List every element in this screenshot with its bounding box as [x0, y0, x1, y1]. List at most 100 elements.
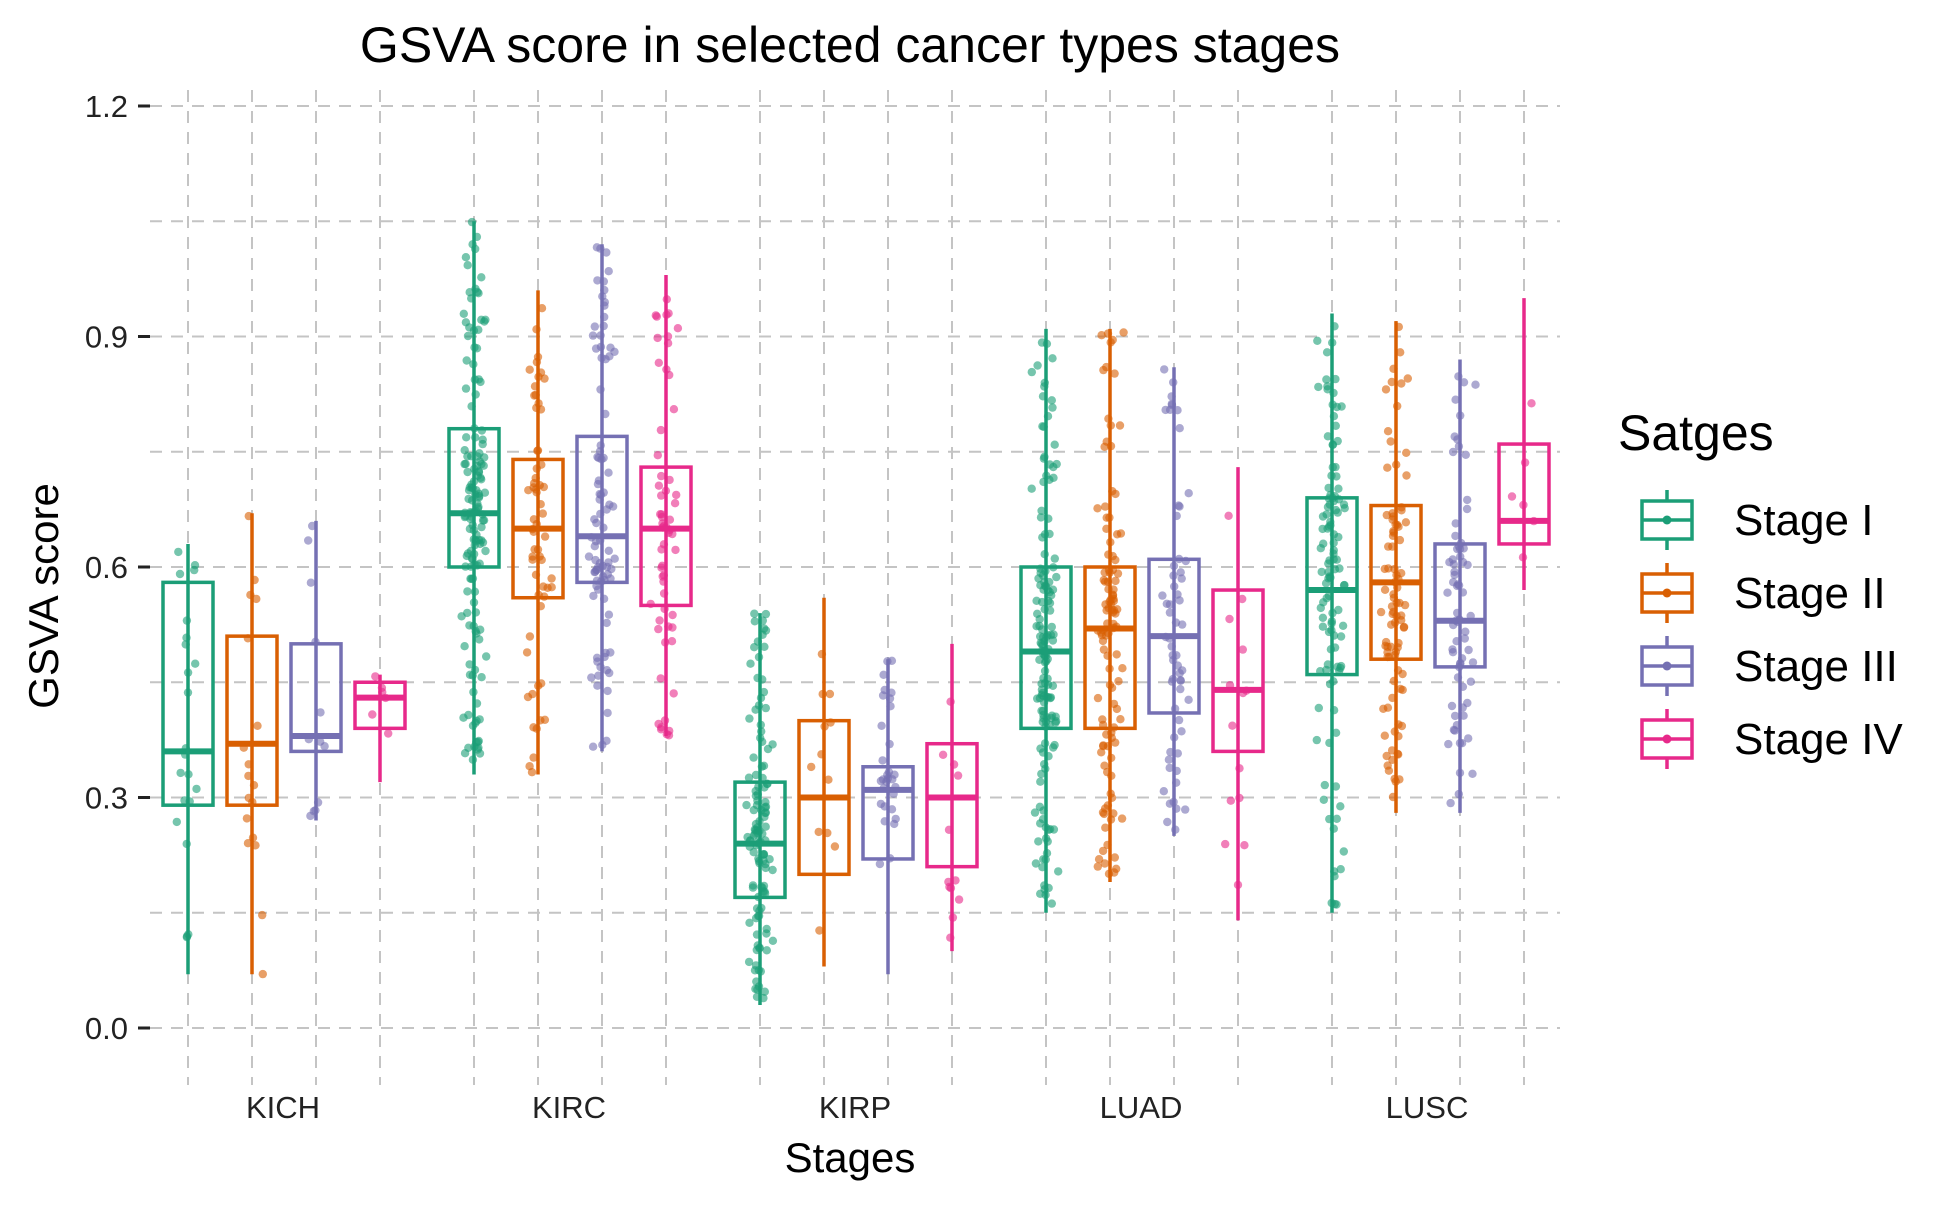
- data-point: [1027, 484, 1036, 493]
- data-point: [1332, 814, 1342, 823]
- data-point: [1119, 328, 1128, 337]
- data-point: [602, 736, 611, 745]
- data-point: [1175, 669, 1184, 678]
- legend-item: Stage II: [1640, 563, 1886, 623]
- data-point: [1402, 471, 1411, 480]
- data-point: [1112, 650, 1121, 659]
- data-point: [1337, 402, 1346, 411]
- data-point: [1323, 502, 1333, 512]
- data-point: [1099, 645, 1109, 654]
- data-point: [242, 814, 252, 823]
- data-point: [590, 515, 599, 524]
- data-point: [540, 532, 550, 541]
- data-point: [462, 356, 471, 365]
- data-point: [1030, 808, 1040, 817]
- data-point: [1165, 608, 1175, 617]
- data-point: [1045, 606, 1055, 615]
- data-point: [669, 689, 678, 698]
- data-point: [1323, 432, 1333, 441]
- box-iqr: [861, 765, 915, 861]
- data-point: [1032, 622, 1041, 631]
- data-point: [878, 775, 888, 784]
- data-point: [761, 609, 771, 619]
- data-point: [172, 817, 181, 827]
- data-point: [604, 546, 613, 555]
- data-point: [1450, 711, 1460, 721]
- data-point: [653, 333, 662, 343]
- data-point: [1396, 684, 1405, 694]
- data-point: [654, 358, 663, 367]
- data-point: [1118, 664, 1127, 673]
- data-point: [1093, 862, 1103, 871]
- data-point: [1175, 424, 1184, 433]
- data-point: [1387, 602, 1397, 611]
- data-point: [1110, 853, 1120, 862]
- legend-key-point: [1662, 588, 1672, 598]
- data-point: [190, 565, 199, 575]
- data-point: [474, 743, 483, 752]
- data-point: [830, 842, 840, 851]
- data-point: [751, 770, 761, 780]
- data-point: [1101, 823, 1110, 832]
- data-point: [1163, 817, 1172, 827]
- box-iqr: [1305, 496, 1359, 677]
- data-point: [742, 800, 751, 810]
- data-point: [1331, 782, 1341, 791]
- data-point: [460, 642, 469, 651]
- data-point: [761, 703, 770, 713]
- data-point: [1336, 632, 1346, 641]
- data-point: [1383, 648, 1392, 657]
- data-point: [1035, 655, 1044, 664]
- data-point: [954, 895, 964, 904]
- data-point: [665, 515, 675, 524]
- data-point: [1048, 636, 1058, 645]
- box-iqr: [1211, 588, 1265, 754]
- data-point: [258, 969, 267, 979]
- data-point: [887, 805, 897, 814]
- data-point: [1448, 555, 1458, 564]
- box-iqr: [353, 680, 407, 731]
- data-point: [751, 984, 760, 994]
- data-point: [768, 936, 778, 945]
- legend-label: Stage III: [1734, 642, 1898, 691]
- data-point: [1397, 616, 1406, 625]
- data-point: [1099, 575, 1109, 585]
- data-point: [1397, 506, 1406, 515]
- data-point: [593, 276, 602, 285]
- data-point: [1464, 645, 1473, 655]
- data-point: [1034, 837, 1043, 846]
- data-point: [1036, 819, 1045, 828]
- data-point: [768, 865, 777, 875]
- data-point: [657, 471, 666, 481]
- data-point: [761, 822, 770, 831]
- data-point: [1165, 763, 1174, 773]
- data-point: [746, 659, 755, 668]
- data-point: [1161, 405, 1170, 415]
- data-point: [588, 742, 598, 751]
- chart-title: GSVA score in selected cancer types stag…: [360, 17, 1340, 73]
- box-iqr: [733, 780, 787, 900]
- data-point: [1380, 731, 1390, 740]
- data-point: [1322, 375, 1331, 384]
- box-iqr: [639, 465, 693, 608]
- data-point: [547, 574, 556, 583]
- data-point: [1098, 846, 1108, 856]
- data-point: [252, 594, 261, 604]
- data-point: [478, 435, 487, 444]
- data-point: [749, 753, 758, 762]
- data-point: [1111, 738, 1120, 747]
- data-point: [1049, 473, 1058, 482]
- legend-title: Satges: [1618, 405, 1774, 461]
- data-point: [1047, 591, 1056, 600]
- data-point: [1094, 855, 1104, 864]
- data-point: [539, 582, 548, 591]
- data-point: [878, 756, 887, 765]
- data-point: [651, 311, 660, 320]
- data-point: [1110, 369, 1119, 378]
- data-point: [1116, 529, 1126, 538]
- data-point: [1334, 484, 1343, 493]
- data-point: [760, 889, 770, 898]
- data-point: [1115, 421, 1125, 430]
- data-point: [176, 768, 185, 778]
- box-iqr: [161, 580, 215, 807]
